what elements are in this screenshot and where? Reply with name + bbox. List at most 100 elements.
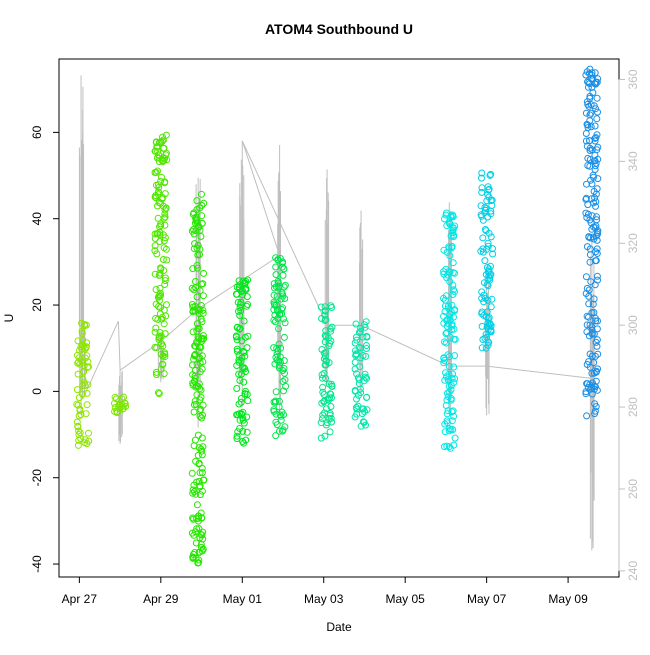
data-point xyxy=(161,213,169,221)
data-point xyxy=(592,338,600,346)
data-point xyxy=(157,332,165,340)
data-point xyxy=(477,247,485,255)
data-point xyxy=(233,345,241,353)
data-point xyxy=(355,343,363,351)
data-point xyxy=(586,147,594,154)
data-point xyxy=(442,330,450,338)
data-point xyxy=(586,321,594,329)
data-point xyxy=(355,380,363,388)
data-point xyxy=(280,315,287,323)
data-point xyxy=(487,170,495,178)
data-point xyxy=(196,226,204,234)
data-point xyxy=(199,401,207,409)
data-point xyxy=(189,307,197,315)
data-point xyxy=(193,391,201,399)
data-point xyxy=(275,325,283,333)
data-point xyxy=(478,184,486,192)
data-point xyxy=(588,323,596,331)
data-point xyxy=(478,169,486,177)
data-point xyxy=(111,399,118,407)
data-point xyxy=(362,373,369,381)
data-point xyxy=(441,338,448,346)
data-point xyxy=(158,173,165,181)
data-point xyxy=(237,398,245,406)
data-point xyxy=(155,334,163,341)
data-point xyxy=(593,213,600,221)
data-point xyxy=(450,441,458,449)
data-point xyxy=(198,280,205,288)
data-point xyxy=(272,388,280,396)
data-point xyxy=(586,65,594,73)
data-point xyxy=(151,328,159,336)
data-point xyxy=(593,250,601,257)
data-point xyxy=(275,427,283,435)
data-point xyxy=(440,312,447,320)
data-point xyxy=(235,283,243,291)
data-point xyxy=(585,313,592,321)
data-point xyxy=(271,318,279,326)
data-point xyxy=(157,177,165,185)
data-point xyxy=(192,457,200,465)
data-point xyxy=(483,333,491,341)
data-point xyxy=(361,370,369,378)
data-point xyxy=(357,422,365,430)
data-point xyxy=(193,525,201,533)
x-axis: Apr 27 Apr 29 May 01 May 03 May 05 May 07 May … xyxy=(62,576,588,606)
data-point xyxy=(322,357,330,365)
data-point xyxy=(444,393,452,401)
data-point xyxy=(352,320,360,328)
data-point xyxy=(232,332,240,340)
data-point xyxy=(189,265,197,273)
data-point xyxy=(121,399,129,407)
data-point xyxy=(592,222,600,230)
data-point xyxy=(354,402,362,410)
data-point xyxy=(270,407,278,415)
data-point xyxy=(484,191,492,199)
data-point xyxy=(487,233,495,241)
data-point xyxy=(447,232,455,240)
data-point xyxy=(445,268,453,275)
data-point xyxy=(351,358,359,366)
data-point xyxy=(446,316,454,324)
data-point xyxy=(585,286,593,294)
data-point xyxy=(196,396,204,404)
data-point xyxy=(479,216,487,224)
data-point xyxy=(322,333,330,341)
data-point xyxy=(81,382,89,390)
data-point xyxy=(591,281,599,289)
data-point xyxy=(162,274,169,282)
data-point xyxy=(152,324,160,332)
data-point xyxy=(361,408,368,416)
data-point xyxy=(450,412,458,420)
data-point xyxy=(327,327,335,335)
data-point xyxy=(449,224,457,232)
data-point xyxy=(586,350,594,358)
data-point xyxy=(156,292,164,300)
secondary-connector-line xyxy=(82,140,592,400)
data-point xyxy=(278,408,286,416)
data-point xyxy=(199,411,206,419)
data-point xyxy=(280,265,288,273)
x-tick-label: May 05 xyxy=(386,592,426,606)
data-point xyxy=(233,432,241,440)
data-point xyxy=(586,92,594,100)
data-point xyxy=(200,335,208,343)
data-point xyxy=(196,287,204,295)
y-axis-label: U xyxy=(2,314,16,323)
data-point xyxy=(320,355,328,363)
data-point xyxy=(195,556,203,564)
data-point xyxy=(318,315,326,322)
data-point xyxy=(478,174,485,182)
data-point xyxy=(449,291,457,298)
data-point xyxy=(160,237,168,245)
data-point xyxy=(156,231,164,239)
data-point xyxy=(585,233,593,241)
data-point xyxy=(593,367,601,375)
data-point xyxy=(241,365,249,373)
data-point xyxy=(321,317,329,324)
data-point xyxy=(593,342,601,350)
data-point xyxy=(75,427,83,435)
data-point xyxy=(82,410,90,418)
data-point xyxy=(447,426,455,434)
data-point xyxy=(363,374,371,382)
